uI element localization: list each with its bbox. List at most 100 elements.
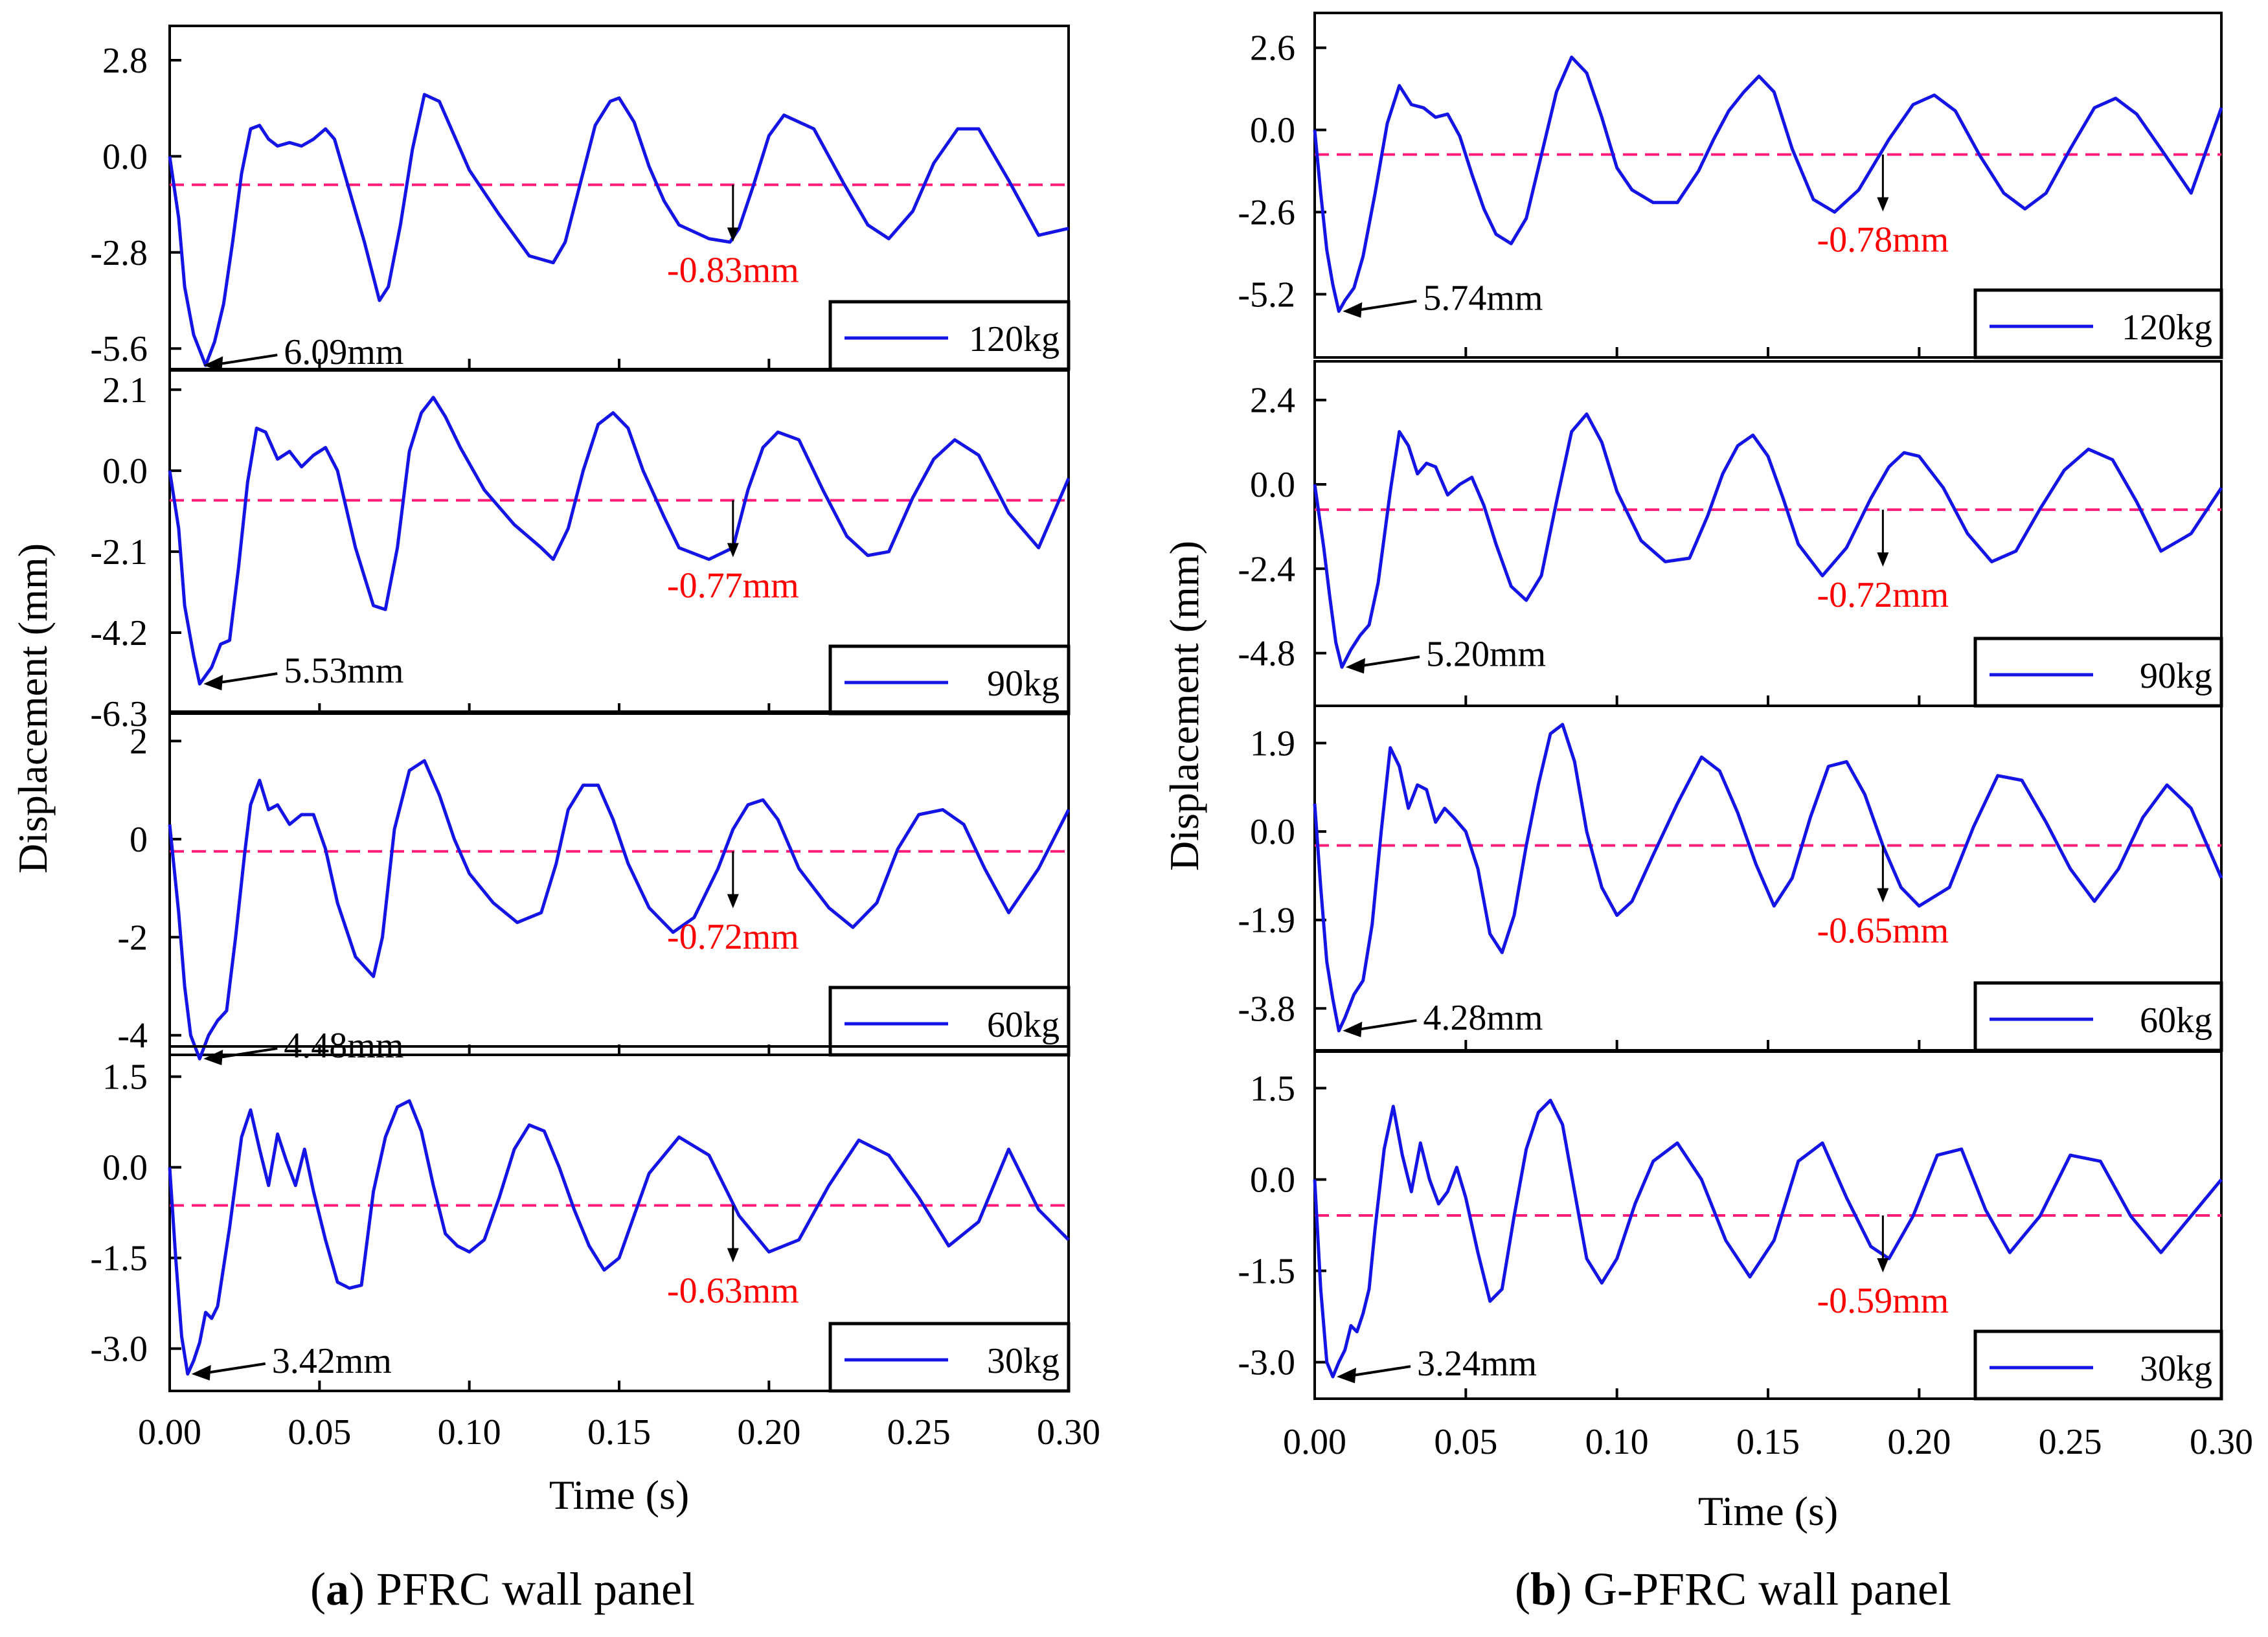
- y-tick-label: -4.8: [1238, 634, 1295, 674]
- y-tick-label: -3.0: [1238, 1343, 1295, 1383]
- y-tick-label: 0.0: [1250, 812, 1295, 852]
- threshold-label: -0.59mm: [1817, 1281, 1949, 1321]
- threshold-label: -0.63mm: [667, 1270, 799, 1311]
- y-tick-label: -2.1: [90, 532, 148, 572]
- chart-b: 2.6 0.0 -2.6 -5.2 -0.78mm 5.74mm 120kg 2.4 0.0 -2…: [1161, 12, 2253, 1615]
- legend-label: 60kg: [2140, 1000, 2212, 1041]
- threshold-arrow-head: [1877, 552, 1889, 567]
- y-tick-label: -2.8: [90, 233, 148, 273]
- x-tick-label: 0.30: [1037, 1412, 1100, 1452]
- y-tick-label: 1.5: [1250, 1068, 1295, 1109]
- peak-arrow-head: [1343, 302, 1363, 318]
- peak-arrow-head: [1343, 1021, 1363, 1037]
- panel-30kg: 1.5 0.0 -1.5 -3.0 0.00 0.05 0.10 0.15 0.20 0.25 0.…: [90, 1045, 1100, 1452]
- legend-box: [1973, 1329, 2223, 1401]
- y-tick-label: 1.9: [1250, 724, 1295, 764]
- y-tick-label: 1.5: [102, 1057, 148, 1098]
- x-tick-label: 0.20: [1887, 1422, 1951, 1462]
- threshold-arrow-head: [1877, 888, 1889, 903]
- y-axis-title: Displacement (mm): [10, 543, 56, 874]
- y-tick-label: -5.2: [1238, 275, 1295, 315]
- panel-90kg: 2.4 0.0 -2.4 -4.8 -0.72mm 5.20mm 90kg: [1238, 360, 2223, 708]
- peak-arrow-shaft: [218, 354, 278, 366]
- x-axis-title: Time (s): [1698, 1488, 1838, 1534]
- x-tick-label: 0.25: [2039, 1422, 2102, 1462]
- peak-label: 5.74mm: [1423, 278, 1543, 319]
- peak-label: 5.53mm: [284, 651, 403, 691]
- y-tick-label: 2.4: [1250, 381, 1295, 421]
- legend: 30kg: [828, 1322, 1071, 1393]
- peak-arrow-shaft: [218, 672, 278, 684]
- peak-label: 3.42mm: [272, 1341, 392, 1381]
- x-tick-label: 0.30: [2190, 1422, 2253, 1462]
- panel-caption: (b) G-PFRC wall panel: [1515, 1563, 1951, 1615]
- threshold-arrow-head: [727, 1248, 739, 1263]
- legend-box: [828, 644, 1071, 716]
- peak-label: 3.24mm: [1417, 1344, 1537, 1384]
- peak-arrow-head: [1337, 1368, 1356, 1384]
- y-tick-label: -4.2: [90, 613, 148, 653]
- caption-letter: b: [1530, 1563, 1556, 1615]
- y-tick-label: 2: [130, 721, 148, 762]
- legend-box: [1973, 981, 2223, 1052]
- y-tick-label: 0.0: [102, 1148, 148, 1188]
- threshold-label: -0.77mm: [667, 566, 799, 606]
- threshold-arrow-head: [1877, 1258, 1889, 1272]
- y-tick-label: -2.4: [1238, 549, 1295, 589]
- peak-arrow-shaft: [1361, 655, 1420, 668]
- legend-label: 120kg: [2122, 308, 2212, 348]
- threshold-label: -0.83mm: [667, 250, 799, 290]
- caption-letter: a: [326, 1563, 349, 1615]
- legend-box: [828, 986, 1071, 1057]
- legend-label: 30kg: [2140, 1349, 2212, 1389]
- threshold-arrow-head: [1877, 197, 1889, 212]
- y-tick-label: -3.0: [90, 1329, 148, 1370]
- legend: 60kg: [1973, 981, 2223, 1052]
- y-tick-label: 0.0: [1250, 1160, 1295, 1200]
- series-line-60kg: [1313, 723, 2223, 1033]
- caption-text: ) G-PFRC wall panel: [1556, 1563, 1951, 1615]
- y-tick-label: 2.1: [102, 370, 148, 411]
- x-tick-label: 0.10: [438, 1412, 501, 1452]
- caption-paren: (: [1515, 1563, 1530, 1615]
- peak-arrow-shaft: [1358, 299, 1417, 311]
- peak-arrow-head: [1346, 658, 1365, 674]
- threshold-label: -0.65mm: [1817, 911, 1949, 951]
- y-tick-label: -6.3: [90, 694, 148, 734]
- x-tick-label: 0.20: [737, 1412, 800, 1452]
- peak-arrow-shaft: [1352, 1365, 1411, 1377]
- y-tick-label: -1.5: [1238, 1252, 1295, 1292]
- y-tick-label: 0.0: [102, 137, 148, 177]
- legend-label: 90kg: [2140, 656, 2212, 696]
- x-tick-label: 0.15: [1736, 1422, 1800, 1462]
- y-tick-label: 0.0: [1250, 465, 1295, 505]
- legend-label: 90kg: [987, 664, 1060, 704]
- legend: 90kg: [1973, 637, 2223, 708]
- peak-arrow-shaft: [218, 1047, 278, 1059]
- y-tick-label: -3.8: [1238, 989, 1295, 1029]
- y-tick-label: 0: [130, 820, 148, 860]
- legend-box: [828, 1322, 1071, 1393]
- y-tick-label: 0.0: [102, 451, 148, 491]
- peak-label: 4.28mm: [1423, 998, 1543, 1038]
- y-tick-label: -1.5: [90, 1239, 148, 1279]
- caption-text: ) PFRC wall panel: [349, 1563, 695, 1615]
- x-tick-label: 0.00: [138, 1412, 201, 1452]
- threshold-label: -0.78mm: [1817, 220, 1949, 260]
- legend-label: 30kg: [987, 1341, 1060, 1381]
- panel-90kg: 2.1 0.0 -2.1 -4.2 -6.3 -0.77mm 5.53mm 90kg: [90, 369, 1071, 734]
- panel-60kg: 1.9 0.0 -1.9 -3.8 -0.65mm 4.28mm 60kg: [1238, 705, 2223, 1052]
- series-line-120kg: [168, 93, 1069, 367]
- x-tick-label: 0.10: [1585, 1422, 1649, 1462]
- peak-arrow-head: [203, 675, 223, 691]
- peak-arrow-head: [203, 356, 223, 372]
- chart-a: 2.8 0.0 -2.8 -5.6 -0.83mm 6.09mm 120kg 2.1 0.0 -2…: [10, 25, 1100, 1615]
- legend: 90kg: [828, 644, 1071, 716]
- peak-arrow-head: [203, 1050, 223, 1066]
- peak-arrow-head: [191, 1364, 211, 1381]
- y-tick-label: 2.6: [1250, 28, 1295, 69]
- y-axis-title: Displacement (mm): [1161, 541, 1207, 871]
- peak-label: 6.09mm: [284, 332, 403, 372]
